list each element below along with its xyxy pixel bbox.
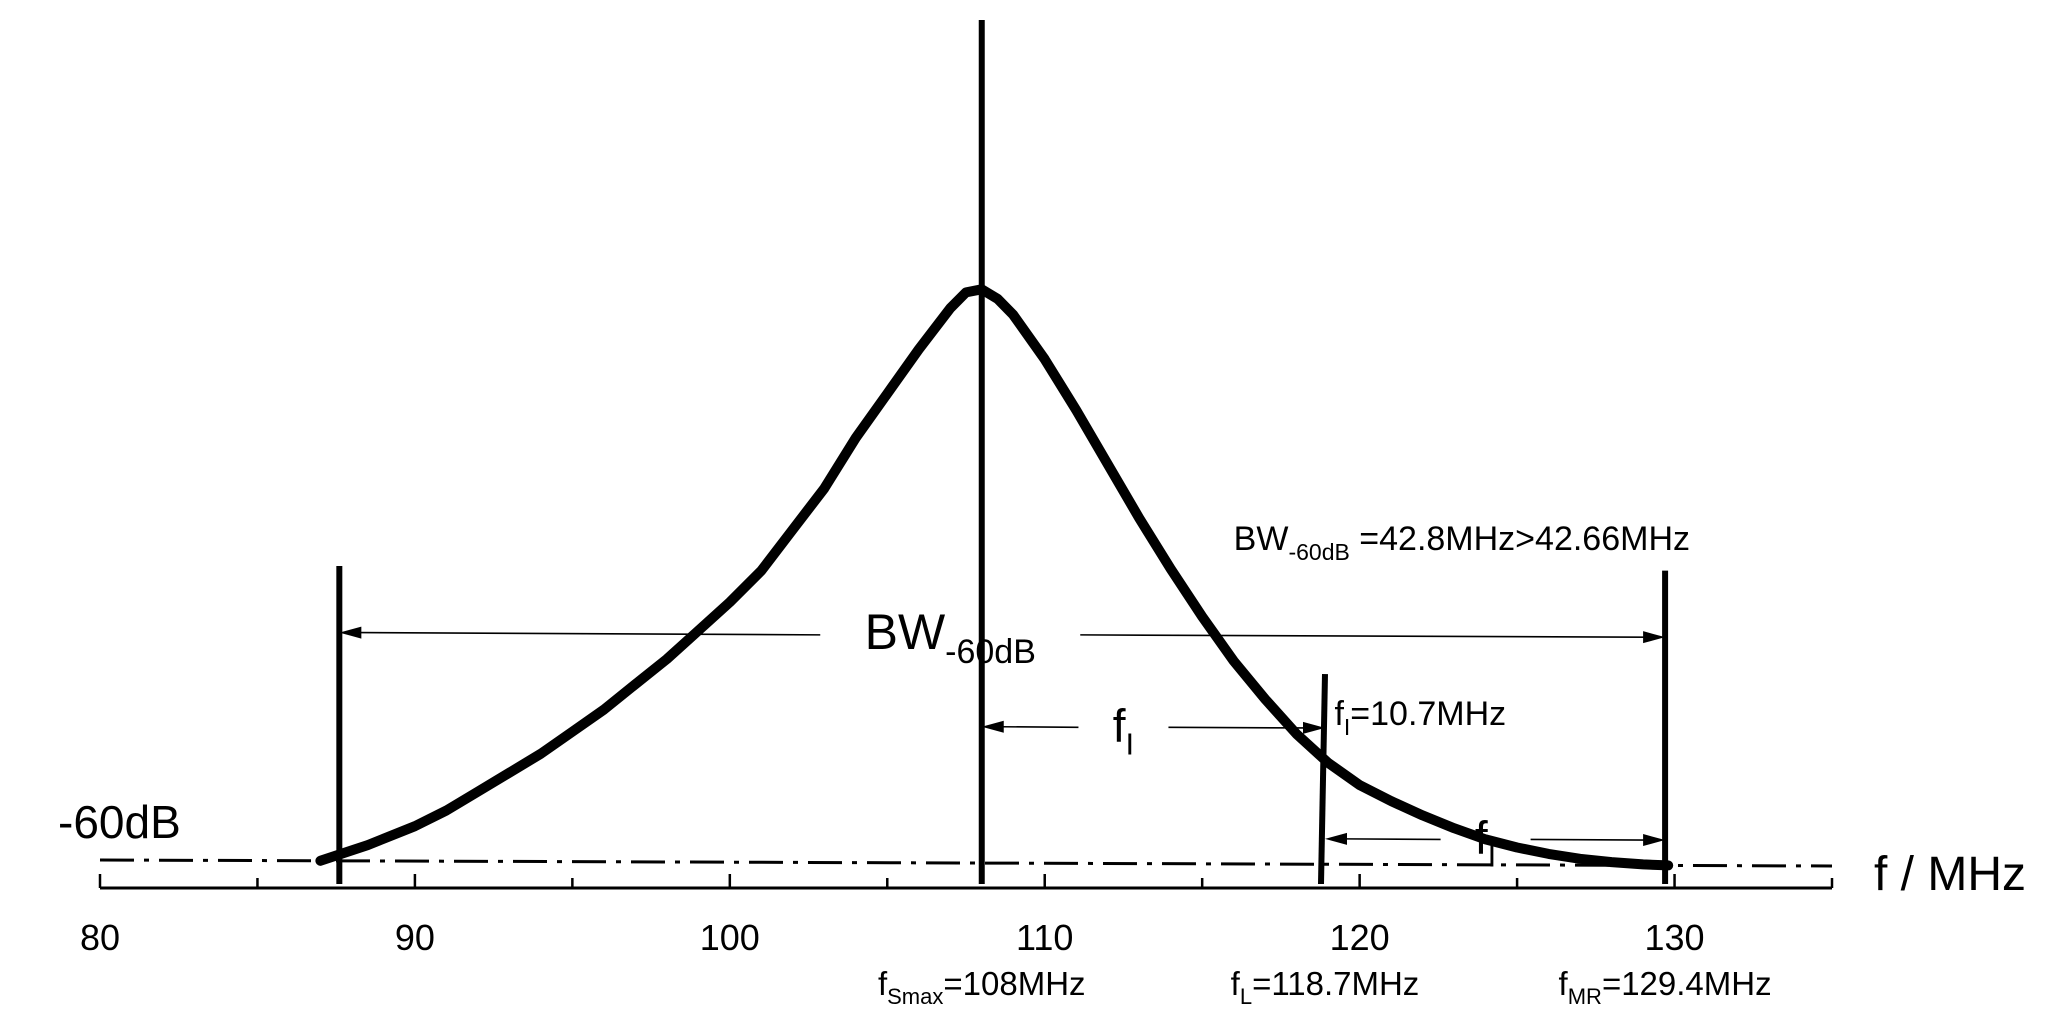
x-axis-label: f / MHz bbox=[1874, 848, 2026, 901]
dimension-line bbox=[1530, 838, 1646, 841]
reference-level-label: -60dB bbox=[58, 796, 181, 848]
dimension-label: BW-60dB bbox=[865, 604, 1036, 671]
bandwidth-annotation: BW-60dB =42.8MHz>42.66MHz bbox=[1234, 520, 1690, 565]
x-tick-label: 130 bbox=[1645, 917, 1705, 958]
frequency-marker-line bbox=[1317, 673, 1328, 885]
dimension-line bbox=[1001, 725, 1079, 729]
dimension-line bbox=[1080, 634, 1646, 638]
reference-layer: -60dB bbox=[58, 796, 1833, 868]
dimension-label: fI bbox=[1475, 811, 1496, 873]
response-curve bbox=[315, 284, 1674, 871]
arrow-left-icon bbox=[981, 720, 1004, 733]
reference-line-60db bbox=[99, 858, 1833, 868]
arrow-right-icon bbox=[1643, 631, 1666, 644]
x-tick-label: 110 bbox=[1016, 917, 1073, 958]
response-curve-layer bbox=[315, 284, 1674, 871]
frequency-label: fMR=129.4MHz bbox=[1559, 965, 1772, 1009]
annotation-labels: BW-60dB =42.8MHz>42.66MHz fI=10.7MHz fSmax… bbox=[878, 520, 1772, 1009]
arrow-right-icon bbox=[1643, 834, 1666, 847]
x-axis: f / MHz 80 90 100 110 120 130 bbox=[80, 848, 2026, 958]
x-tick-label: 80 bbox=[80, 917, 120, 958]
dimension-line bbox=[359, 631, 821, 636]
frequency-label: fSmax=108MHz bbox=[878, 965, 1086, 1009]
arrow-left-icon bbox=[1324, 832, 1347, 845]
arrow-left-icon bbox=[339, 626, 362, 639]
vertical-markers bbox=[336, 20, 1669, 885]
x-tick-label: 120 bbox=[1330, 917, 1390, 958]
dimension-line bbox=[1168, 726, 1305, 729]
if-annotation: fI=10.7MHz bbox=[1334, 695, 1506, 740]
dimension-label: fI bbox=[1113, 699, 1134, 761]
dimension-arrows: BW-60dB fI fI bbox=[339, 604, 1666, 873]
frequency-label: fL=118.7MHz bbox=[1231, 965, 1420, 1009]
dimension-line bbox=[1344, 838, 1441, 841]
x-tick-label: 90 bbox=[395, 917, 435, 958]
x-tick-label: 100 bbox=[700, 917, 760, 958]
arrow-right-icon bbox=[1302, 721, 1325, 734]
